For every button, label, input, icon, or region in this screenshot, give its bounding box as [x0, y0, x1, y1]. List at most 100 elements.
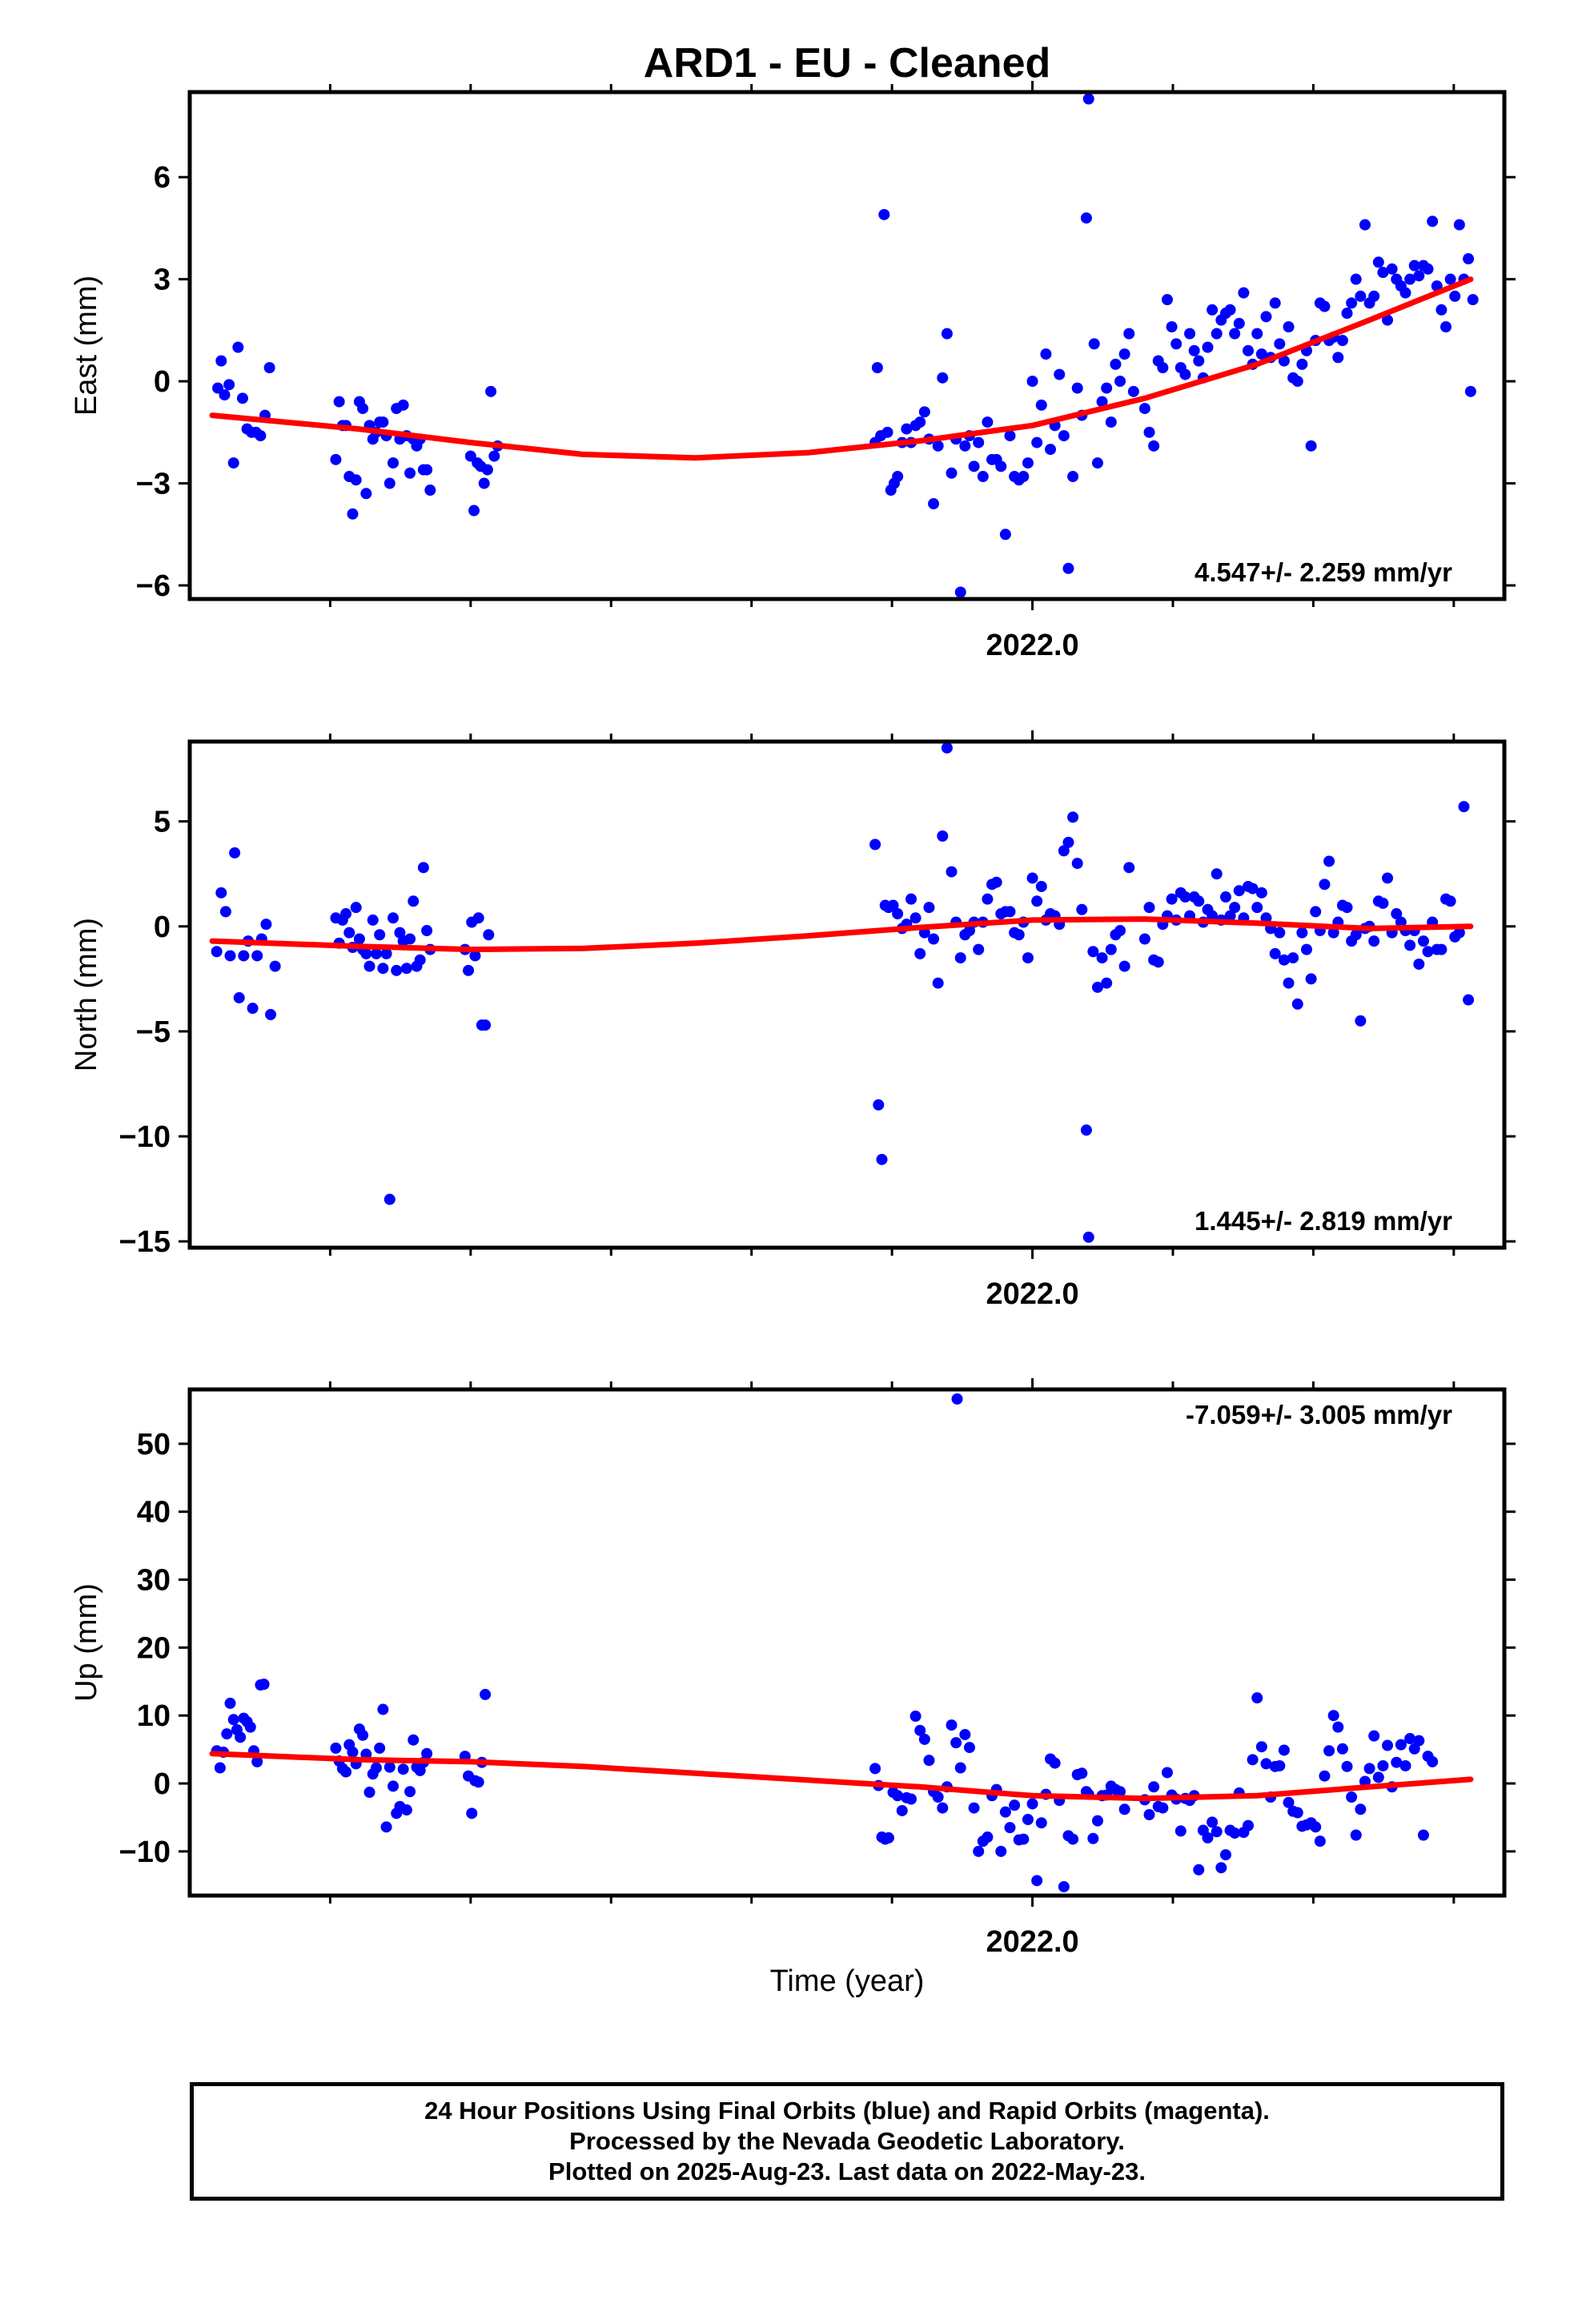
north-data-point [892, 908, 904, 920]
east-data-point [1157, 362, 1169, 374]
up-points [211, 1393, 1439, 1892]
up-data-point [1251, 1692, 1263, 1704]
up-data-point [387, 1780, 400, 1792]
up-data-point [397, 1763, 409, 1775]
east-data-point [982, 416, 994, 428]
east-data-point [1101, 382, 1113, 394]
up-data-point [480, 1688, 492, 1700]
up-data-point [1157, 1802, 1169, 1814]
north-data-point [1179, 891, 1191, 903]
up-data-point [1310, 1821, 1322, 1833]
north-data-point [1368, 935, 1380, 947]
east-rate-label: 4.547+/- 2.259 mm/yr [1195, 557, 1452, 587]
east-ytick-label: 6 [154, 161, 171, 195]
east-data-point [377, 416, 389, 428]
up-data-point [1260, 1758, 1272, 1770]
east-data-point [1427, 215, 1439, 227]
east-data-point [1377, 267, 1389, 279]
east-ylabel: East (mm) [70, 275, 103, 416]
east-data-point [1283, 321, 1295, 333]
east-data-point [1435, 304, 1447, 316]
up-data-point [1148, 1781, 1160, 1793]
east-data-point [1305, 440, 1317, 452]
north-ytick-label: 5 [154, 806, 171, 839]
north-data-point [1211, 868, 1223, 880]
up-data-point [1336, 1743, 1348, 1755]
up-data-point [973, 1845, 985, 1857]
north-data-point [1096, 952, 1108, 964]
up-data-point [214, 1762, 226, 1774]
east-data-point [901, 423, 913, 435]
up-data-point [466, 1807, 478, 1819]
north-data-point [1458, 801, 1470, 813]
north-data-point [360, 947, 372, 959]
east-data-point [1138, 403, 1150, 415]
north-data-point [1283, 977, 1295, 989]
east-data-point [1422, 263, 1434, 275]
east-data-point [1091, 457, 1103, 469]
north-data-point [1251, 902, 1263, 914]
up-data-point [932, 1791, 944, 1803]
up-data-point [1114, 1786, 1126, 1798]
east-data-point [1382, 314, 1394, 326]
north-fit-line [209, 916, 1474, 953]
east-data-point [1127, 385, 1139, 397]
north-data-point [1123, 862, 1135, 874]
north-data-point [990, 876, 1002, 888]
up-data-point [244, 1721, 256, 1733]
up-data-point [918, 1733, 930, 1745]
north-data-point [380, 947, 392, 959]
north-data-point [1004, 906, 1016, 918]
up-data-point [1031, 1875, 1043, 1887]
east-data-point [1022, 457, 1034, 469]
east-data-point [1355, 290, 1367, 302]
north-data-point [1310, 906, 1322, 918]
up-data-point [1377, 1759, 1389, 1771]
up-data-point [380, 1821, 392, 1833]
east-data-point [485, 385, 497, 397]
north-data-point [367, 914, 379, 926]
north-data-point [1404, 939, 1416, 951]
up-data-point [1291, 1807, 1303, 1819]
east-data-point [219, 389, 231, 401]
up-data-point [221, 1728, 233, 1740]
up-data-point [347, 1747, 359, 1759]
north-data-point [1413, 958, 1425, 970]
north-data-point [963, 925, 975, 937]
north-data-point [1013, 929, 1025, 941]
east-data-point [1035, 399, 1047, 411]
east-data-point [1399, 287, 1411, 299]
east-data-point [881, 426, 893, 438]
east-data-point [464, 450, 476, 462]
north-data-point [404, 933, 416, 945]
up-data-point [404, 1786, 416, 1798]
up-data-point [1247, 1754, 1259, 1766]
east-data-point [1255, 348, 1267, 360]
north-data-point [1255, 887, 1267, 899]
east-data-point [1114, 376, 1126, 388]
footer-caption-box: 24 Hour Positions Using Final Orbits (bl… [190, 2082, 1504, 2201]
east-data-point [1251, 328, 1263, 340]
north-data-point [1278, 954, 1290, 966]
up-data-point [1058, 1880, 1070, 1892]
north-data-point [1152, 956, 1164, 968]
up-data-point [959, 1728, 971, 1740]
east-data-point [1062, 562, 1074, 574]
east-panel: −6 −3 0 3 6 2022.0 4.547+/- 2.259 mm/yr East (m… [70, 81, 1516, 662]
up-data-point [882, 1831, 894, 1844]
north-data-point [1101, 977, 1113, 989]
east-data-point [968, 460, 980, 472]
north-data-point [869, 838, 881, 850]
up-data-point [1278, 1744, 1290, 1756]
north-data-point [1233, 885, 1245, 897]
east-data-point [1148, 440, 1160, 452]
up-data-point [1323, 1745, 1335, 1757]
north-data-point [873, 1099, 885, 1111]
north-data-point [265, 1008, 277, 1020]
up-data-point [1118, 1803, 1130, 1815]
north-data-point [937, 830, 949, 842]
north-data-point [374, 929, 386, 941]
footer-line-1: 24 Hour Positions Using Final Orbits (bl… [424, 2097, 1270, 2125]
north-data-point [417, 862, 429, 874]
